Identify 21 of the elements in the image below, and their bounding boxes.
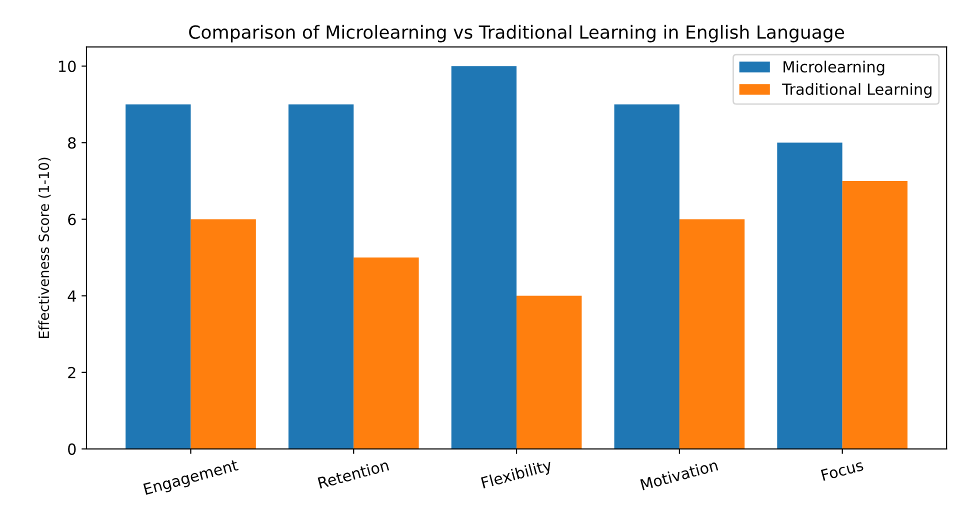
x-tick-label: Focus — [820, 459, 864, 481]
bar — [288, 104, 354, 449]
bar — [614, 104, 680, 449]
bar — [354, 258, 419, 449]
bar — [777, 142, 842, 449]
y-tick-label: 10 — [59, 60, 76, 72]
bar — [842, 180, 908, 449]
y-tick-label: 4 — [68, 290, 76, 302]
legend-label: Microlearning — [784, 60, 884, 76]
bar — [451, 66, 517, 449]
y-tick-label: 0 — [68, 443, 76, 455]
y-tick-label: 8 — [68, 137, 76, 149]
bar — [190, 219, 256, 449]
y-tick-label: 6 — [68, 214, 76, 226]
y-tick-label: 2 — [68, 366, 76, 378]
chart-title: Comparison of Microlearning vs Traditional Learning in English Language — [189, 24, 844, 42]
bar — [516, 296, 582, 449]
legend-label: Traditional Learning — [782, 83, 932, 98]
bar — [126, 104, 191, 449]
bar — [679, 219, 745, 449]
y-axis-title: Effectiveness Score (1-10) — [38, 158, 51, 338]
